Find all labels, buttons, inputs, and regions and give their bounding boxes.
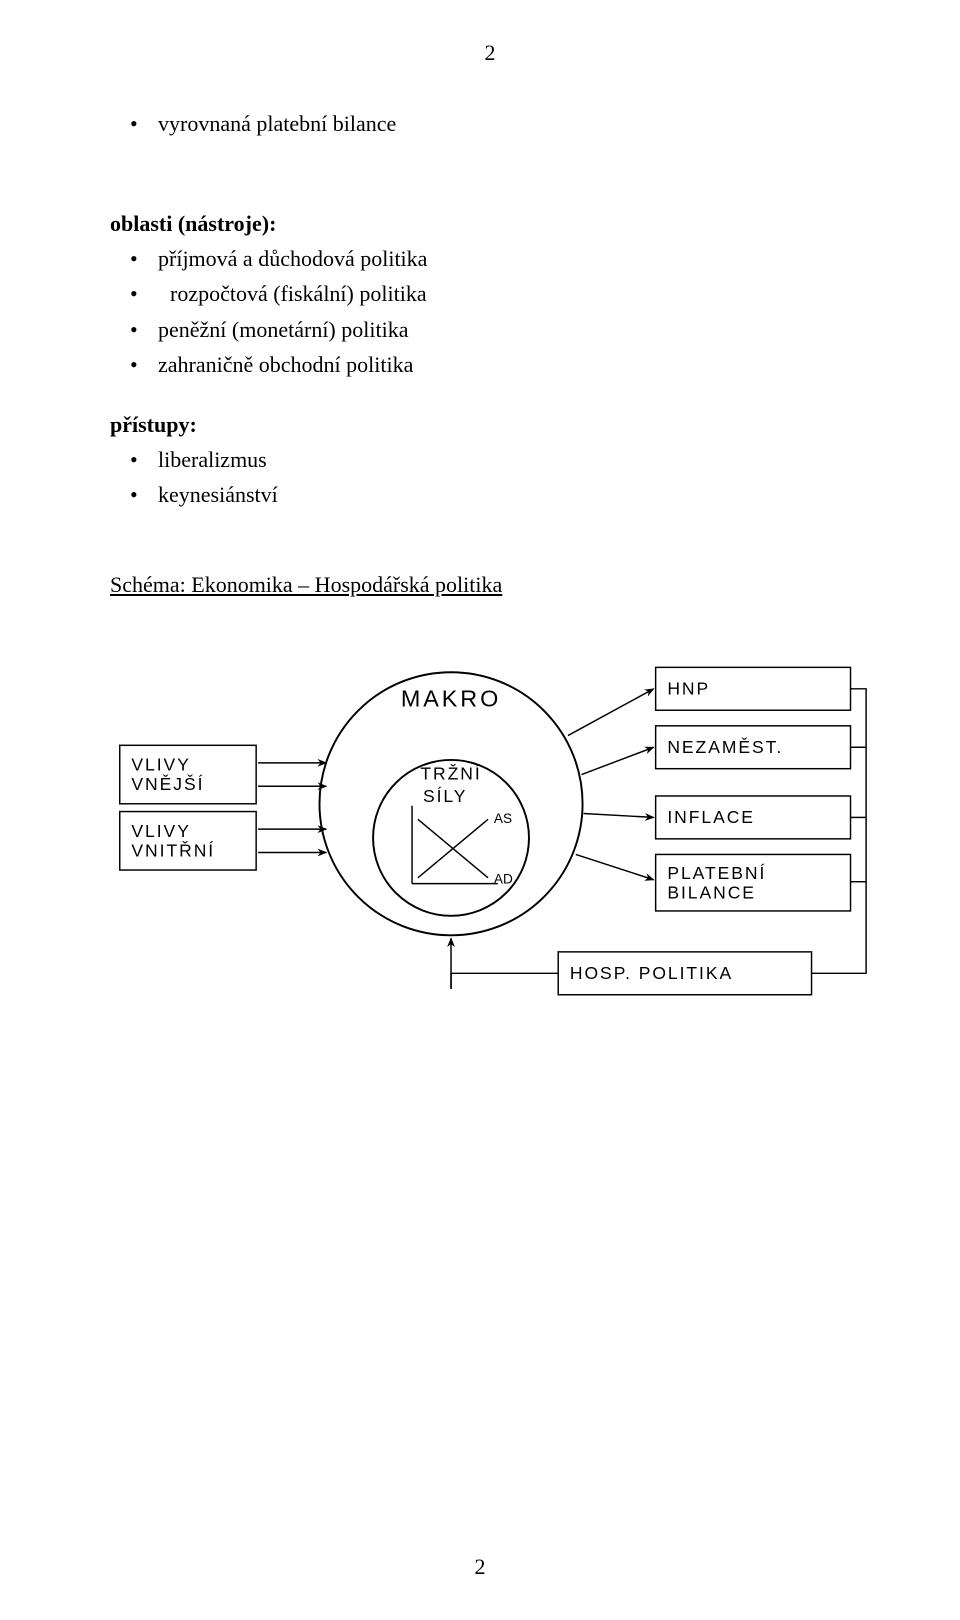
list-item-text: keynesiánství	[158, 482, 278, 507]
list-item: rozpočtová (fiskální) politika	[110, 276, 870, 311]
svg-text:PLATEBNÍ: PLATEBNÍ	[667, 863, 766, 883]
page-number-top: 2	[110, 40, 870, 66]
svg-text:BILANCE: BILANCE	[667, 883, 756, 903]
svg-text:VLIVY: VLIVY	[131, 755, 190, 775]
svg-text:VNĚJŠÍ: VNĚJŠÍ	[131, 773, 204, 794]
svg-text:HOSP. POLITIKA: HOSP. POLITIKA	[570, 963, 733, 983]
svg-text:HNP: HNP	[667, 679, 710, 699]
svg-text:SÍLY: SÍLY	[423, 786, 467, 806]
list-item-text: vyrovnaná platební bilance	[158, 111, 396, 136]
svg-text:AD: AD	[494, 872, 513, 887]
list-item: peněžní (monetární) politika	[110, 312, 870, 347]
list-item-text: peněžní (monetární) politika	[158, 317, 408, 342]
list-item: zahraničně obchodní politika	[110, 347, 870, 382]
list-item: příjmová a důchodová politika	[110, 241, 870, 276]
svg-text:TRŽNÍ: TRŽNÍ	[420, 763, 481, 784]
list-item: vyrovnaná platební bilance	[110, 106, 870, 141]
diagram-svg: VLIVYVNĚJŠÍVLIVYVNITŘNÍMAKROTRŽNÍSÍLYASA…	[110, 628, 870, 1038]
oblasti-list: příjmová a důchodová politika rozpočtová…	[110, 241, 870, 382]
pristupy-list: liberalizmus keynesiánství	[110, 442, 870, 512]
svg-text:AS: AS	[494, 812, 512, 827]
svg-text:NEZAMĚST.: NEZAMĚST.	[667, 736, 783, 757]
list-item-text: příjmová a důchodová politika	[158, 246, 427, 271]
list-item-text: zahraničně obchodní politika	[158, 352, 413, 377]
list-item-text: liberalizmus	[158, 447, 267, 472]
page-number-bottom: 2	[0, 1554, 960, 1580]
svg-text:VNITŘNÍ: VNITŘNÍ	[131, 840, 215, 861]
section-label-pristupy: přístupy:	[110, 412, 870, 438]
section-label-oblasti: oblasti (nástroje):	[110, 211, 870, 237]
economics-diagram: VLIVYVNĚJŠÍVLIVYVNITŘNÍMAKROTRŽNÍSÍLYASA…	[110, 628, 870, 1043]
svg-text:VLIVY: VLIVY	[131, 821, 190, 841]
document-page: 2 vyrovnaná platební bilance oblasti (ná…	[0, 0, 960, 1620]
list-item-text: rozpočtová (fiskální) politika	[170, 281, 427, 306]
top-bullet-list: vyrovnaná platební bilance	[110, 106, 870, 141]
svg-text:INFLACE: INFLACE	[667, 808, 755, 828]
list-item: liberalizmus	[110, 442, 870, 477]
svg-text:MAKRO: MAKRO	[401, 686, 501, 712]
list-item: keynesiánství	[110, 477, 870, 512]
schema-title: Schéma: Ekonomika – Hospodářská politika	[110, 572, 870, 598]
